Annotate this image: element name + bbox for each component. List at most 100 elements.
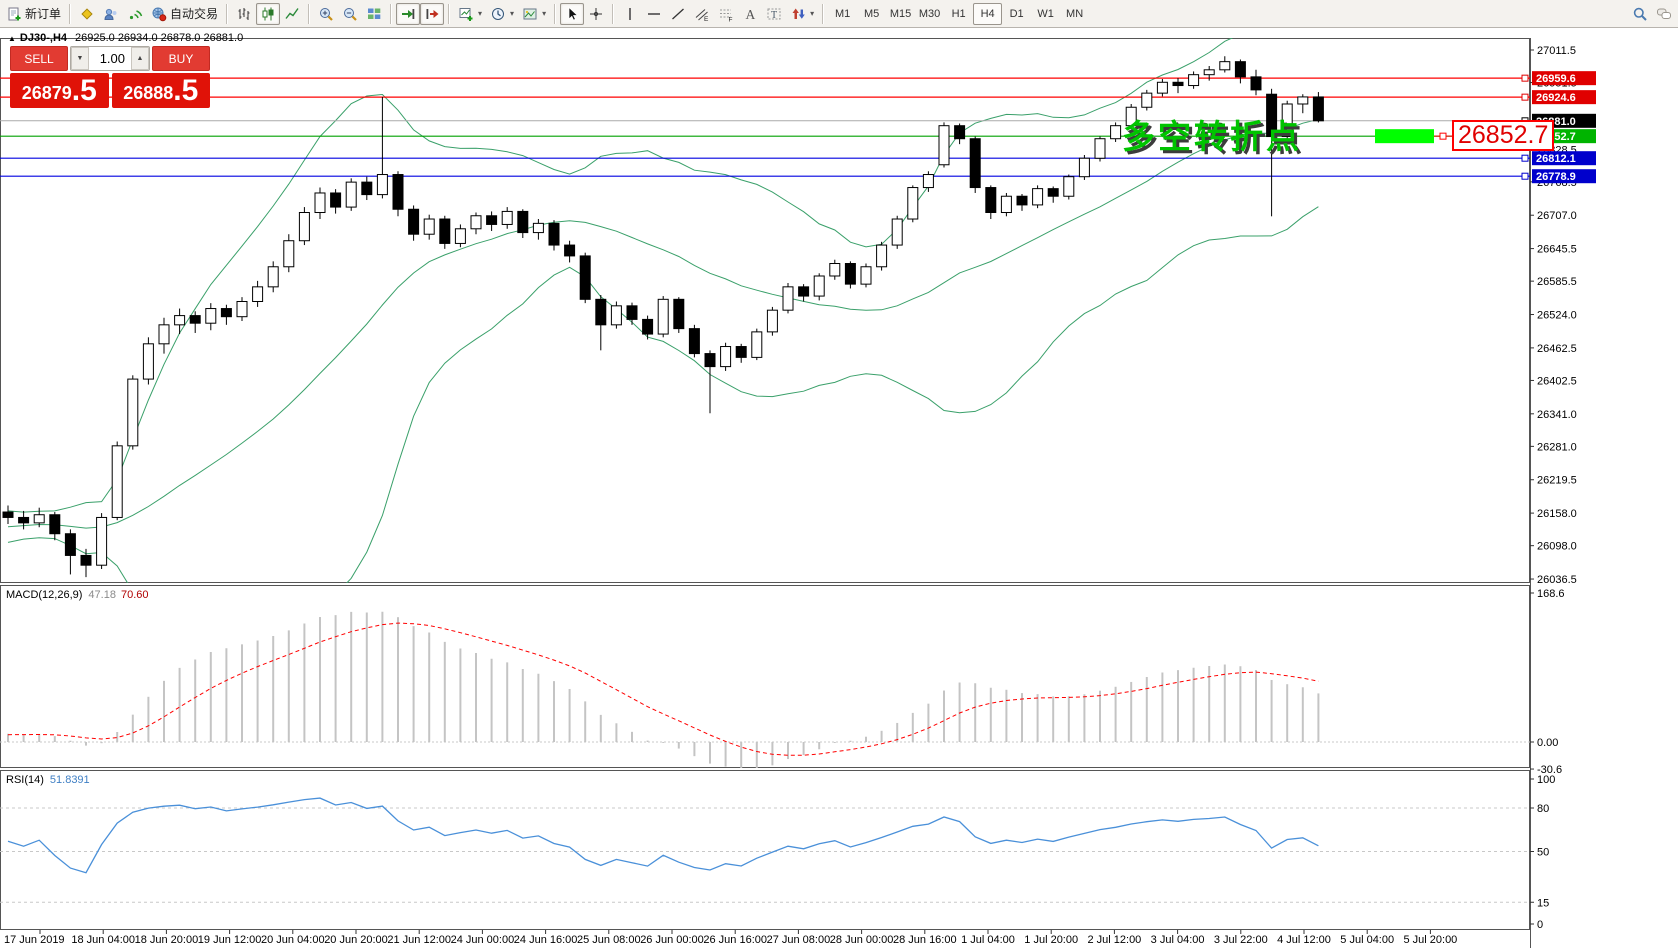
autotrading-label: 自动交易 bbox=[170, 7, 219, 21]
periods-button[interactable]: ▾ bbox=[486, 3, 518, 25]
timeframe-group: M1 M5 M15 M30 H1 H4 D1 W1 MN bbox=[828, 1, 1089, 27]
candlestick-chart-button[interactable] bbox=[256, 2, 281, 25]
toolbar-group: E F A T ▾ bbox=[618, 1, 818, 27]
trend-line-button[interactable] bbox=[666, 3, 690, 25]
svg-text:F: F bbox=[729, 16, 733, 22]
chart-shift-button[interactable] bbox=[420, 2, 445, 25]
chart-canvas[interactable]: 27011.526951.526828.526768.526707.026645… bbox=[0, 28, 1678, 949]
chart-annotation-text: 多空转折点 bbox=[1122, 118, 1302, 155]
buy-button[interactable]: BUY bbox=[152, 46, 210, 71]
price-callout-label[interactable]: 26852.7 bbox=[1452, 120, 1555, 151]
crosshair-button[interactable] bbox=[584, 3, 608, 25]
templates-button[interactable]: ▾ bbox=[518, 3, 550, 25]
svg-text:26707.0: 26707.0 bbox=[1537, 210, 1577, 222]
toolbar-group bbox=[232, 1, 304, 27]
market-watch-button[interactable] bbox=[75, 3, 99, 25]
bar-chart-icon bbox=[236, 6, 252, 22]
svg-text:5 Jul 04:00: 5 Jul 04:00 bbox=[1340, 934, 1394, 946]
svg-text:1 Jul 20:00: 1 Jul 20:00 bbox=[1024, 934, 1078, 946]
line-chart-button[interactable] bbox=[280, 3, 304, 25]
auto-scroll-button[interactable] bbox=[396, 2, 421, 25]
search-button[interactable] bbox=[1628, 3, 1652, 25]
toolbar: 新订单 自动交易 ▾ ▾ ▾ E F A T ▾ M1 M5 M15 M30 H1 H4 D1 W1 MN bbox=[0, 0, 1678, 28]
svg-text:26924.6: 26924.6 bbox=[1536, 92, 1576, 104]
tile-windows-button[interactable] bbox=[362, 3, 386, 25]
svg-text:18 Jun 04:00: 18 Jun 04:00 bbox=[71, 934, 135, 946]
toolbar-group bbox=[560, 1, 608, 27]
vertical-line-button[interactable] bbox=[618, 3, 642, 25]
autotrading-button[interactable]: 自动交易 bbox=[147, 3, 222, 25]
svg-text:50: 50 bbox=[1537, 847, 1549, 859]
volume-increase-button[interactable]: ▲ bbox=[131, 47, 149, 70]
text-button[interactable]: A bbox=[738, 3, 762, 25]
svg-text:80: 80 bbox=[1537, 803, 1549, 815]
timeframe-h1[interactable]: H1 bbox=[951, 7, 966, 20]
timeframe-m15[interactable]: M15 bbox=[889, 7, 912, 20]
macd-axis: 168.6 0.00 -30.6 bbox=[1530, 588, 1565, 776]
toolbar-group bbox=[314, 1, 386, 27]
volume-decrease-button[interactable]: ▼ bbox=[71, 47, 89, 70]
svg-text:26281.0: 26281.0 bbox=[1537, 441, 1577, 453]
cursor-button[interactable] bbox=[560, 2, 585, 25]
toolbar-separator bbox=[822, 3, 825, 24]
svg-text:26778.9: 26778.9 bbox=[1536, 171, 1576, 183]
horizontal-line-button[interactable] bbox=[642, 3, 666, 25]
svg-text:15: 15 bbox=[1537, 897, 1549, 909]
bar-chart-button[interactable] bbox=[232, 3, 256, 25]
zoom-in-button[interactable] bbox=[314, 3, 338, 25]
macd-main-value: 47.18 bbox=[88, 589, 116, 601]
volume-stepper: ▼ 1.00 ▲ bbox=[70, 46, 150, 71]
chart-area[interactable]: 27011.526951.526828.526768.526707.026645… bbox=[0, 28, 1678, 949]
one-click-trading-panel: SELL ▼ 1.00 ▲ BUY 26879.5 26888.5 bbox=[10, 46, 210, 108]
buy-price-main: 26888 bbox=[123, 83, 174, 103]
text-label-button[interactable]: T bbox=[762, 3, 786, 25]
macd-signal-value: 70.60 bbox=[120, 589, 149, 601]
svg-text:100: 100 bbox=[1537, 774, 1555, 786]
equidistant-channel-button[interactable]: E bbox=[690, 3, 714, 25]
periods-icon bbox=[490, 6, 506, 22]
buy-price-button[interactable]: 26888.5 bbox=[111, 73, 210, 108]
timeframe-m30[interactable]: M30 bbox=[918, 7, 941, 20]
svg-text:0.00: 0.00 bbox=[1537, 737, 1558, 749]
timeframe-mn[interactable]: MN bbox=[1066, 7, 1084, 20]
zoom-out-icon bbox=[342, 6, 358, 22]
cursor-icon bbox=[564, 6, 580, 22]
timeframe-d1[interactable]: D1 bbox=[1009, 7, 1024, 20]
svg-text:26098.0: 26098.0 bbox=[1537, 541, 1577, 553]
zoom-out-button[interactable] bbox=[338, 3, 362, 25]
new-order-button[interactable]: 新订单 bbox=[2, 3, 65, 25]
time-axis[interactable]: 17 Jun 2019 18 Jun 04:00 18 Jun 20:00 19 Ju… bbox=[4, 930, 1457, 946]
sell-price-button[interactable]: 26879.5 bbox=[10, 73, 109, 108]
profiles-button[interactable] bbox=[99, 3, 123, 25]
chevron-down-icon: ▾ bbox=[542, 9, 547, 18]
toolbar-group bbox=[396, 1, 445, 27]
svg-text:26524.0: 26524.0 bbox=[1537, 310, 1577, 322]
chat-button[interactable] bbox=[1652, 3, 1676, 25]
toolbar-group: 自动交易 bbox=[75, 1, 222, 27]
autotrading-icon bbox=[151, 6, 167, 22]
arrows-button[interactable]: ▾ bbox=[786, 3, 818, 25]
svg-text:26585.5: 26585.5 bbox=[1537, 276, 1577, 288]
new-chart-button[interactable]: ▾ bbox=[454, 3, 486, 25]
timeframe-w1[interactable]: W1 bbox=[1037, 7, 1054, 20]
toolbar-separator bbox=[390, 3, 393, 24]
svg-text:4 Jul 12:00: 4 Jul 12:00 bbox=[1277, 934, 1331, 946]
rsi-axis: 100 80 50 15 0 bbox=[1530, 774, 1555, 931]
timeframe-h4[interactable]: H4 bbox=[973, 2, 1003, 25]
volume-input[interactable]: 1.00 bbox=[99, 51, 125, 66]
timeframe-m1[interactable]: M1 bbox=[834, 7, 851, 20]
fibonacci-icon: F bbox=[718, 6, 734, 22]
svg-text:24 Jun 00:00: 24 Jun 00:00 bbox=[451, 934, 515, 946]
sell-price-frac: .5 bbox=[71, 74, 97, 107]
fibonacci-button[interactable]: F bbox=[714, 3, 738, 25]
signals-button[interactable] bbox=[123, 3, 147, 25]
sell-button[interactable]: SELL bbox=[10, 46, 68, 71]
svg-text:25 Jun 08:00: 25 Jun 08:00 bbox=[577, 934, 641, 946]
svg-text:A: A bbox=[746, 7, 756, 22]
macd-indicator-label: MACD(12,26,9) 47.18 70.60 bbox=[6, 589, 148, 601]
svg-text:3 Jul 22:00: 3 Jul 22:00 bbox=[1214, 934, 1268, 946]
timeframe-m5[interactable]: M5 bbox=[863, 7, 880, 20]
chart-header: ▲ DJ30-,H4 26925.0 26934.0 26878.0 26881.0 bbox=[8, 32, 243, 44]
collapse-triangle-icon[interactable]: ▲ bbox=[8, 34, 16, 43]
